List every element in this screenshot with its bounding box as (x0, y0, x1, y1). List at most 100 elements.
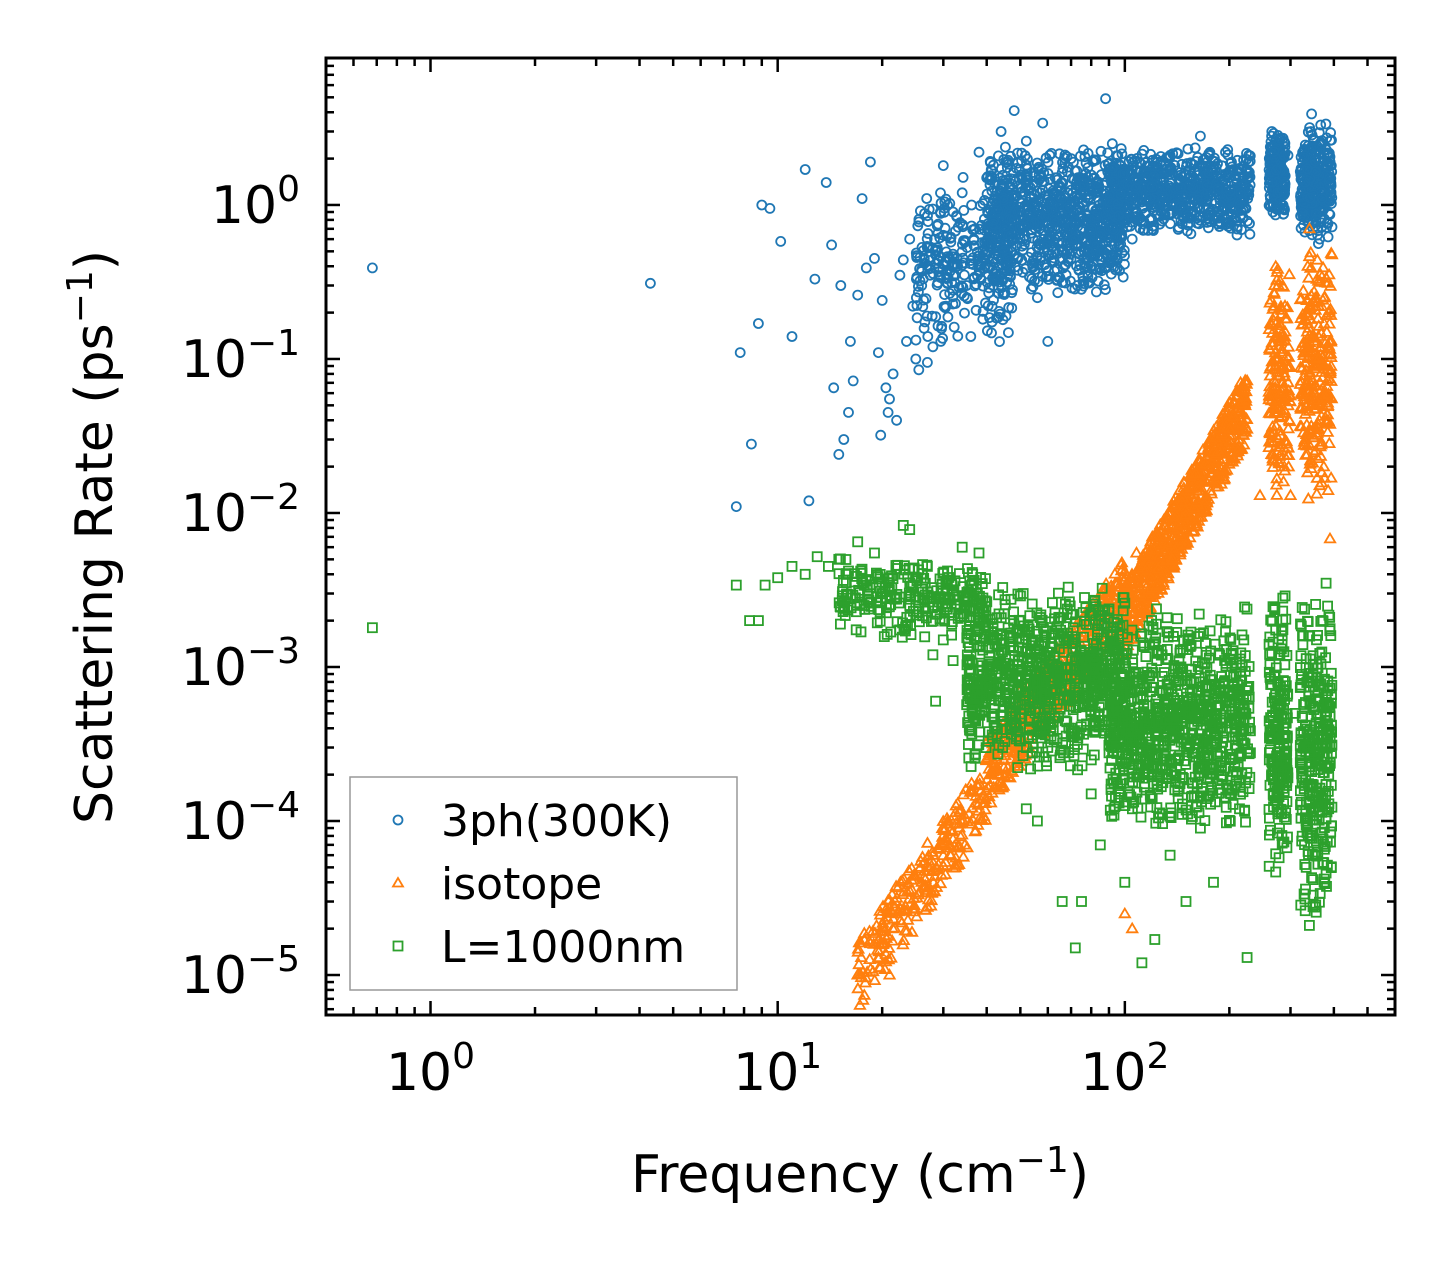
data-point (1016, 147, 1028, 159)
data-point (1036, 163, 1048, 175)
data-point (1075, 150, 1086, 162)
data-point (833, 448, 845, 460)
data-point (1147, 160, 1159, 172)
data-point (948, 321, 960, 333)
plot-area (324, 56, 1397, 1017)
data-point (1253, 488, 1267, 501)
data-point (845, 335, 856, 347)
data-point (1032, 292, 1043, 304)
data-point (1100, 93, 1111, 105)
data-point (1040, 211, 1052, 223)
data-point (956, 280, 967, 292)
data-point (1093, 262, 1105, 274)
data-point (1185, 199, 1197, 211)
data-point (884, 393, 895, 405)
data-point (1031, 251, 1043, 263)
data-point (799, 164, 811, 175)
data-point (940, 300, 952, 312)
data-point (1054, 148, 1065, 160)
data-point (1047, 597, 1058, 609)
data-point (959, 269, 970, 281)
data-point (935, 187, 946, 199)
data-point (1304, 192, 1316, 204)
data-point (1131, 207, 1143, 219)
data-point (993, 287, 1004, 299)
data-point (1077, 234, 1089, 246)
data-point (942, 199, 953, 211)
data-point (1029, 275, 1040, 287)
data-point (1118, 199, 1130, 211)
data-point (1126, 233, 1138, 245)
data-point (1227, 208, 1239, 220)
data-point (860, 262, 872, 274)
data-point (1307, 189, 1319, 201)
data-point (977, 245, 989, 257)
data-point (1306, 108, 1317, 120)
data-point (958, 204, 970, 216)
data-point (1109, 176, 1120, 188)
data-point (1275, 132, 1286, 144)
data-point (1164, 218, 1176, 230)
data-point (1008, 167, 1019, 179)
data-point (1090, 246, 1101, 258)
data-point (952, 260, 964, 272)
data-point (1244, 155, 1256, 167)
data-point (826, 239, 837, 251)
data-point (1242, 171, 1254, 183)
data-point (1198, 201, 1210, 213)
data-point (1026, 273, 1038, 285)
data-point (1052, 230, 1064, 242)
data-point (1146, 181, 1158, 193)
data-point (910, 353, 922, 365)
data-point (910, 334, 922, 346)
data-point (937, 258, 949, 270)
data-point (969, 223, 981, 235)
data-point (1110, 150, 1122, 162)
data-point (982, 325, 993, 337)
data-point (1203, 222, 1214, 234)
data-point (1043, 271, 1055, 282)
data-point (982, 300, 994, 312)
data-point (1224, 185, 1236, 197)
data-point (873, 347, 884, 359)
data-point (987, 272, 998, 284)
data-point (1053, 587, 1064, 599)
data-point (1044, 149, 1056, 161)
data-point (1112, 198, 1124, 210)
data-point (1212, 183, 1224, 195)
data-point (1225, 189, 1236, 201)
data-point (1059, 228, 1071, 240)
data-point (1041, 238, 1053, 250)
data-point (897, 254, 909, 266)
data-point (1002, 252, 1014, 264)
data-point (1211, 177, 1223, 189)
data-point (942, 311, 954, 323)
data-point (1054, 180, 1065, 192)
data-point (970, 304, 982, 316)
data-point (1072, 220, 1084, 232)
data-point (981, 172, 993, 184)
data-point (947, 206, 959, 218)
data-point (891, 414, 902, 426)
data-point (730, 501, 742, 513)
data-point (981, 188, 993, 200)
data-point (934, 232, 946, 244)
data-point (1279, 178, 1291, 190)
data-point (1181, 161, 1192, 172)
data-point (1322, 231, 1334, 243)
data-point (919, 208, 930, 219)
data-point (1267, 176, 1278, 188)
data-point (1324, 209, 1336, 221)
data-point (875, 429, 887, 441)
data-point (921, 193, 933, 204)
data-point (922, 331, 934, 342)
data-point (921, 310, 933, 322)
data-point (1148, 171, 1160, 182)
data-point (1015, 197, 1027, 209)
data-point (366, 262, 378, 274)
data-point (1049, 172, 1061, 184)
data-point (1079, 151, 1091, 163)
data-point (1046, 147, 1057, 159)
data-point (1071, 165, 1083, 177)
data-point (1100, 261, 1112, 272)
